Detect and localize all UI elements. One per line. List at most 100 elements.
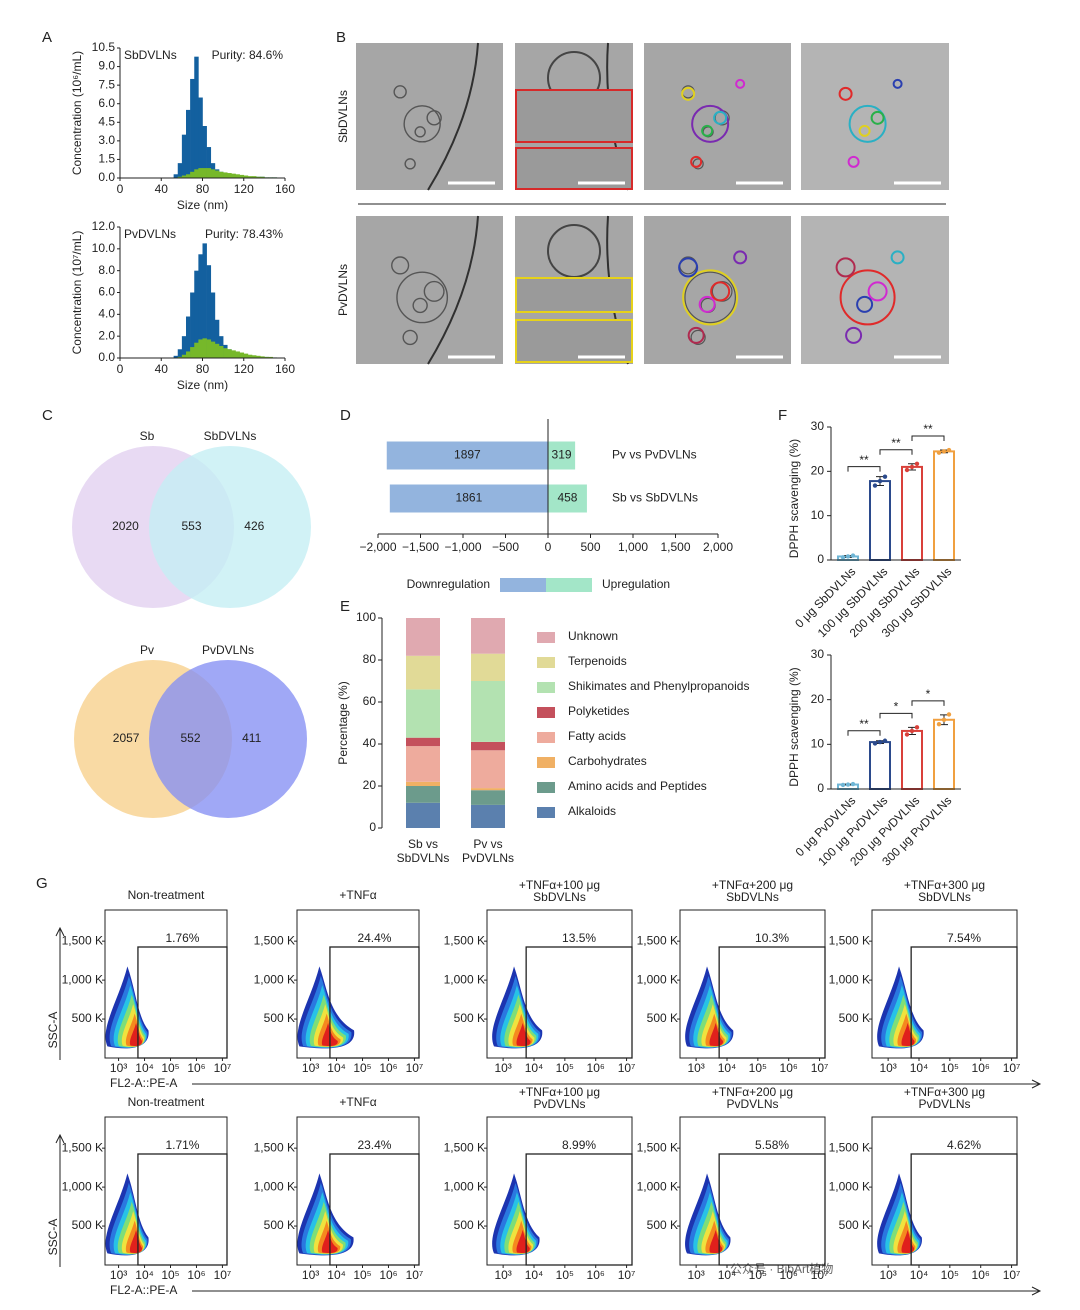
y-tick-label: 1,000 K <box>829 972 870 986</box>
legend-label: Carbohydrates <box>568 754 647 768</box>
x-tick-label: 80 <box>196 362 210 376</box>
x-tick-label: −500 <box>492 540 519 554</box>
bar-segment <box>471 790 505 805</box>
histogram-bar <box>190 171 195 178</box>
y-tick-label: 500 K <box>454 1011 485 1025</box>
histogram-bar <box>210 292 216 358</box>
legend-swatch <box>537 782 555 793</box>
data-point <box>872 741 878 746</box>
y-tick-label: 10.0 <box>92 241 116 255</box>
x-tick-label: 10⁶ <box>972 1061 990 1075</box>
y-tick-label: 1,000 K <box>62 972 103 986</box>
vesicle <box>684 271 736 324</box>
histogram-bar <box>198 254 203 358</box>
set-label: Pv <box>140 643 154 657</box>
histogram-bar <box>206 147 212 178</box>
y-tick-label: 500 K <box>454 1218 485 1232</box>
x-tick-label: 10⁴ <box>910 1268 929 1282</box>
data-point <box>840 782 846 788</box>
value-label: 1897 <box>454 448 481 462</box>
y-axis-title: DPPH scavenging (%) <box>787 667 801 786</box>
gate <box>329 1153 420 1266</box>
data-point <box>877 478 883 484</box>
y-tick-label: 1,500 K <box>254 933 295 947</box>
x-tick-label: 10⁵ <box>353 1061 371 1075</box>
legend-swatch <box>537 807 555 818</box>
histogram-bar <box>256 176 261 178</box>
grid-edge <box>427 215 479 365</box>
y-tick-label: 1,500 K <box>637 1140 678 1154</box>
histogram-bar <box>247 176 253 178</box>
y-tick-label: 1,000 K <box>444 972 485 986</box>
x-tick-label: 160 <box>275 362 295 376</box>
x-tick-label: 10⁶ <box>587 1268 605 1282</box>
vesicle-outline <box>835 257 856 278</box>
bar-segment <box>471 750 505 789</box>
x-tick-label: 10⁷ <box>618 1268 636 1282</box>
y-tick-label: 20 <box>363 778 377 792</box>
y-tick-label: 30 <box>811 419 825 433</box>
data-point <box>872 483 878 488</box>
venn-set <box>149 446 311 608</box>
legend-swatch <box>500 578 546 592</box>
bar-segment <box>406 655 440 690</box>
y-tick-label: 20 <box>811 464 825 478</box>
histogram-bar <box>227 173 232 178</box>
panel-letter: D <box>340 407 351 424</box>
x-tick-label: 1,500 <box>660 540 690 554</box>
x-axis-title: FL2-A::PE-A <box>110 1283 177 1297</box>
histogram-bar <box>214 319 220 358</box>
y-tick-label: 0.0 <box>98 170 115 184</box>
venn-count: 553 <box>181 519 201 533</box>
x-tick-label: 10⁵ <box>749 1268 767 1282</box>
x-tick-label: 10⁵ <box>353 1268 371 1282</box>
gate <box>718 1153 826 1266</box>
y-tick-label: 500 K <box>264 1011 295 1025</box>
y-tick-label: 7.5 <box>98 77 115 91</box>
vesicle-outline <box>858 124 871 137</box>
vesicle <box>711 281 733 302</box>
micrograph <box>644 43 791 190</box>
gate-percentage: 4.62% <box>947 1138 981 1152</box>
panel-title: PvDVLNs <box>726 1097 778 1111</box>
vesicle <box>404 158 416 170</box>
y-tick-label: 80 <box>363 652 377 666</box>
micrograph <box>801 43 949 190</box>
y-tick-label: 20 <box>811 692 825 706</box>
y-tick-label: 3.0 <box>98 133 115 147</box>
panel-letter: E <box>340 598 350 615</box>
y-tick-label: 1,500 K <box>444 1140 485 1154</box>
histogram-bar <box>202 338 207 358</box>
vesicle-outline <box>678 257 699 278</box>
x-tick-label: 160 <box>275 182 295 196</box>
histogram-bar <box>231 350 236 358</box>
legend-label: Polyketides <box>568 704 629 718</box>
vesicle-outline <box>839 269 896 326</box>
x-tick-label: 10⁷ <box>214 1268 232 1282</box>
vesicle-outline <box>710 281 731 302</box>
panel-title: +TNFα+100 μg <box>519 878 600 892</box>
histogram-bar <box>181 175 187 178</box>
gate-percentage: 1.71% <box>165 1138 199 1152</box>
y-tick-label: 0 <box>369 820 376 834</box>
significance-label: * <box>926 687 931 701</box>
data-point <box>936 450 942 455</box>
y-tick-label: 4.5 <box>98 114 115 128</box>
vesicle-outline <box>848 104 887 143</box>
y-tick-label: 1,000 K <box>444 1179 485 1193</box>
histogram-bar <box>202 126 207 178</box>
vesicle <box>396 271 449 324</box>
histogram-bar <box>214 343 220 358</box>
y-axis-title: DPPH scavenging (%) <box>787 439 801 558</box>
vesicle-outline <box>847 155 860 168</box>
bar <box>548 441 576 470</box>
x-tick-label: 80 <box>196 182 210 196</box>
y-tick-label: 500 K <box>647 1011 678 1025</box>
y-tick-label: 1,000 K <box>254 1179 295 1193</box>
gate-percentage: 10.3% <box>755 931 789 945</box>
gate-percentage: 5.58% <box>755 1138 789 1152</box>
bar <box>548 484 587 513</box>
x-tick-label: 10⁵ <box>941 1061 959 1075</box>
significance-label: ** <box>859 717 869 731</box>
